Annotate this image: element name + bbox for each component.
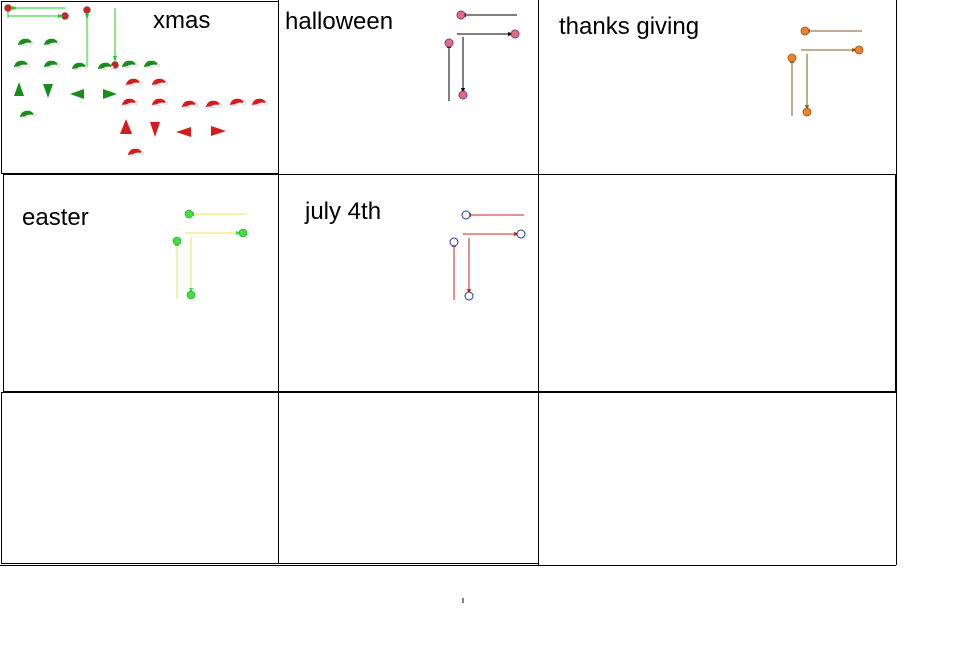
cell-border-xmas (1, 1, 279, 174)
july4-ornament (516, 229, 526, 239)
santa-hat-green-icon (103, 89, 117, 99)
july4-ornament (461, 210, 471, 220)
july4-arrows (449, 210, 526, 301)
grid-lines (0, 0, 897, 603)
thanksgiving-ornament (787, 53, 797, 63)
santa-hat-red-icon (127, 148, 144, 157)
cell-label-halloween: halloween (285, 8, 394, 35)
easter-egg (238, 228, 248, 238)
santa-hat-green-icon (17, 38, 34, 47)
xmas-ornament (83, 6, 91, 14)
halloween-ornament (444, 38, 454, 48)
santa-hat-red-icon (251, 98, 268, 107)
santa-hat-red-icon (151, 98, 168, 107)
middle-row-border (3, 174, 896, 392)
xmas-santa-hats (13, 38, 268, 157)
santa-hat-green-icon (19, 110, 36, 119)
cell-label-july4: july 4th (305, 198, 382, 225)
santa-hat-green-icon (71, 62, 88, 71)
santa-hat-green-icon (121, 60, 138, 69)
cell-label-thanksgiving: thanks giving (559, 13, 700, 40)
santa-hat-red-icon (121, 98, 138, 107)
santa-hat-red-icon (211, 126, 226, 136)
santa-hat-red-icon (120, 119, 132, 134)
santa-hat-green-icon (43, 60, 60, 69)
santa-hat-red-icon (176, 127, 191, 137)
santa-hat-green-icon (70, 89, 84, 99)
santa-hat-red-icon (205, 100, 222, 109)
halloween-ornament (456, 10, 466, 20)
santa-hat-green-icon (97, 62, 114, 71)
thanksgiving-ornament (802, 107, 812, 117)
santa-hat-green-icon (143, 60, 160, 69)
santa-hat-green-icon (13, 60, 30, 69)
santa-hat-red-icon (229, 98, 246, 107)
santa-hat-green-icon (43, 38, 60, 47)
easter-egg (186, 290, 196, 300)
easter-egg (172, 236, 182, 246)
xmas-ornament (4, 4, 12, 12)
cell-label-xmas: xmas (153, 7, 211, 34)
thanksgiving-ornament (800, 26, 810, 36)
cell-label-easter: easter (22, 204, 89, 231)
santa-hat-green-icon (14, 82, 24, 96)
santa-hat-green-icon (43, 84, 53, 98)
santa-hat-red-icon (151, 78, 168, 87)
easter-egg (184, 209, 194, 219)
july4-ornament (464, 291, 474, 301)
halloween-ornament (510, 29, 520, 39)
xmas-arrows (4, 4, 119, 69)
halloween-ornament (458, 90, 468, 100)
halloween-arrows (444, 10, 520, 101)
santa-hat-red-icon (125, 78, 142, 87)
easter-arrows (172, 209, 248, 300)
santa-hat-red-icon (181, 100, 198, 109)
thanksgiving-arrows (787, 26, 864, 117)
santa-hat-red-icon (150, 122, 160, 137)
thanksgiving-ornament (854, 45, 864, 55)
july4-ornament (449, 237, 459, 247)
